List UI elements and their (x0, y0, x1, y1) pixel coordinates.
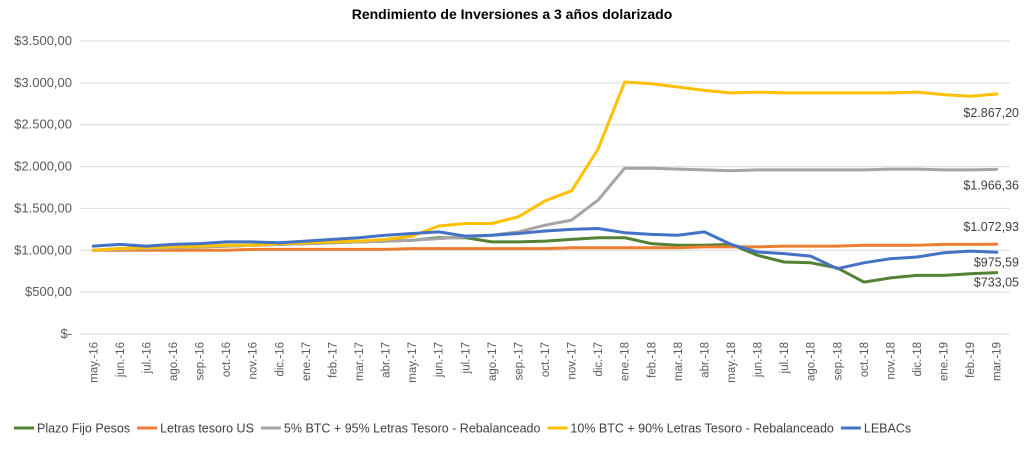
x-tick-label: oct.-17 (540, 342, 552, 377)
legend-entry: LEBACs (864, 422, 911, 436)
legend-entry: 5% BTC + 95% Letras Tesoro - Rebalancead… (284, 422, 541, 436)
x-tick-label: mar.-17 (354, 342, 366, 381)
x-tick-label: may.-17 (407, 342, 419, 383)
x-tick-label: oct.-16 (221, 342, 233, 377)
x-tick-label: jun.-17 (434, 342, 446, 378)
x-tick-label: abr.-18 (699, 342, 711, 378)
x-tick-label: ago.-16 (168, 342, 180, 381)
x-tick-label: jun.-16 (115, 342, 127, 378)
x-tick-label: feb.-18 (646, 342, 658, 378)
x-tick-label: ene.-19 (939, 342, 951, 381)
x-tick-label: ene.-17 (301, 342, 313, 381)
y-tick-label: $- (60, 326, 72, 341)
x-tick-label: sep.-17 (513, 342, 525, 380)
data-label: $733,05 (974, 276, 1019, 290)
x-tick-label: ago.-17 (487, 342, 499, 381)
x-tick-label: jul.-18 (779, 342, 791, 374)
x-tick-label: jun.-18 (753, 342, 765, 378)
y-tick-label: $1.500,00 (14, 200, 72, 215)
legend: Plazo Fijo Pesos Letras tesoro US 5% BTC +… (14, 422, 911, 436)
x-tick-label: dic.-17 (593, 342, 605, 377)
y-tick-label: $3.500,00 (14, 33, 72, 48)
x-tick-label: jul.-16 (141, 342, 153, 374)
x-tick-label: feb.-17 (327, 342, 339, 378)
x-tick-label: abr.-17 (381, 342, 393, 378)
legend-entry: Letras tesoro US (160, 422, 254, 436)
chart-title: Rendimiento de Inversiones a 3 años dola… (352, 6, 673, 22)
data-label: $1.072,93 (963, 220, 1019, 234)
y-tick-label: $3.000,00 (14, 75, 72, 90)
y-tick-label: $1.000,00 (14, 242, 72, 257)
x-tick-label: jul.-17 (460, 342, 472, 374)
x-tick-label: dic.-18 (912, 342, 924, 377)
x-tick-label: sep.-18 (832, 342, 844, 380)
legend-entry: 10% BTC + 90% Letras Tesoro - Rebalancea… (570, 422, 834, 436)
gridlines (80, 40, 1010, 335)
x-tick-label: may.-18 (726, 342, 738, 383)
x-tick-label: oct.-18 (859, 342, 871, 377)
x-tick-label: nov.-18 (885, 342, 897, 380)
legend-entry: Plazo Fijo Pesos (37, 422, 130, 436)
x-tick-label: nov.-17 (567, 342, 579, 380)
x-tick-label: mar.-19 (992, 342, 1004, 381)
y-tick-label: $500,00 (25, 284, 72, 299)
x-tick-label: may.-16 (88, 342, 100, 383)
x-tick-label: dic.-16 (274, 342, 286, 377)
y-axis-ticks: $- $500,00 $1.000,00 $1.500,00 $2.000,00 $2.5… (14, 33, 72, 341)
series-line (91, 242, 999, 252)
data-label: $2.867,20 (963, 106, 1019, 120)
x-tick-label: nov.-16 (248, 342, 260, 380)
series-line (91, 227, 999, 271)
x-tick-label: sep.-16 (195, 342, 207, 380)
x-tick-label: mar.-18 (673, 342, 685, 381)
x-tick-label: ago.-18 (806, 342, 818, 381)
series-line (91, 166, 999, 252)
x-tick-label: ene.-18 (620, 342, 632, 381)
series-line (91, 80, 999, 252)
y-tick-label: $2.000,00 (14, 159, 72, 174)
data-label: $1.966,36 (963, 178, 1019, 192)
data-label: $975,59 (974, 255, 1019, 269)
series-lines (91, 80, 999, 284)
data-labels: $733,05 $1.072,93 $1.966,36 $2.867,20 $975,5… (963, 106, 1019, 290)
x-tick-label: feb.-19 (965, 342, 977, 378)
x-axis-ticks: may.-16 jun.-16 jul.-16 ago.-16 sep.-16 oct.-… (88, 342, 1003, 383)
y-tick-label: $2.500,00 (14, 117, 72, 132)
